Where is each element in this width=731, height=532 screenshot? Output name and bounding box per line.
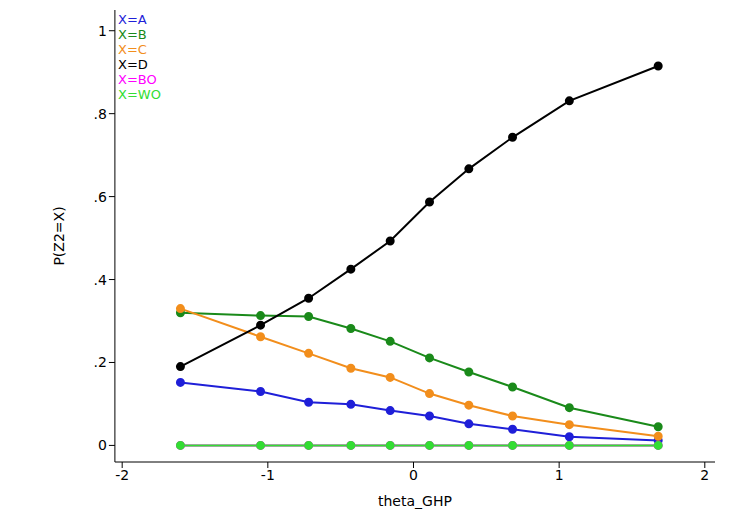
html-text:X=D: X=D [118, 57, 148, 72]
svg-text:-2: -2 [115, 467, 129, 483]
html-text:X=C: X=C [118, 42, 147, 57]
svg-text:-1: -1 [261, 467, 275, 483]
svg-text:.8: .8 [94, 106, 107, 122]
svg-text:.6: .6 [94, 189, 107, 205]
svg-text:1: 1 [98, 23, 107, 39]
svg-text:0: 0 [409, 467, 418, 483]
svg-text:2: 2 [700, 467, 709, 483]
html-text:X=A: X=A [118, 12, 147, 27]
html-text:X=BO: X=BO [118, 72, 157, 87]
html-text:X=B: X=B [118, 27, 147, 42]
svg-text:0: 0 [98, 437, 107, 453]
svg-text:.4: .4 [94, 272, 107, 288]
svg-text:theta_GHP: theta_GHP [378, 493, 452, 509]
svg-text:.2: .2 [94, 354, 107, 370]
svg-text:P(Z2=X): P(Z2=X) [51, 206, 67, 265]
svg-text:1: 1 [555, 467, 564, 483]
html-text:X=WO: X=WO [118, 87, 161, 102]
